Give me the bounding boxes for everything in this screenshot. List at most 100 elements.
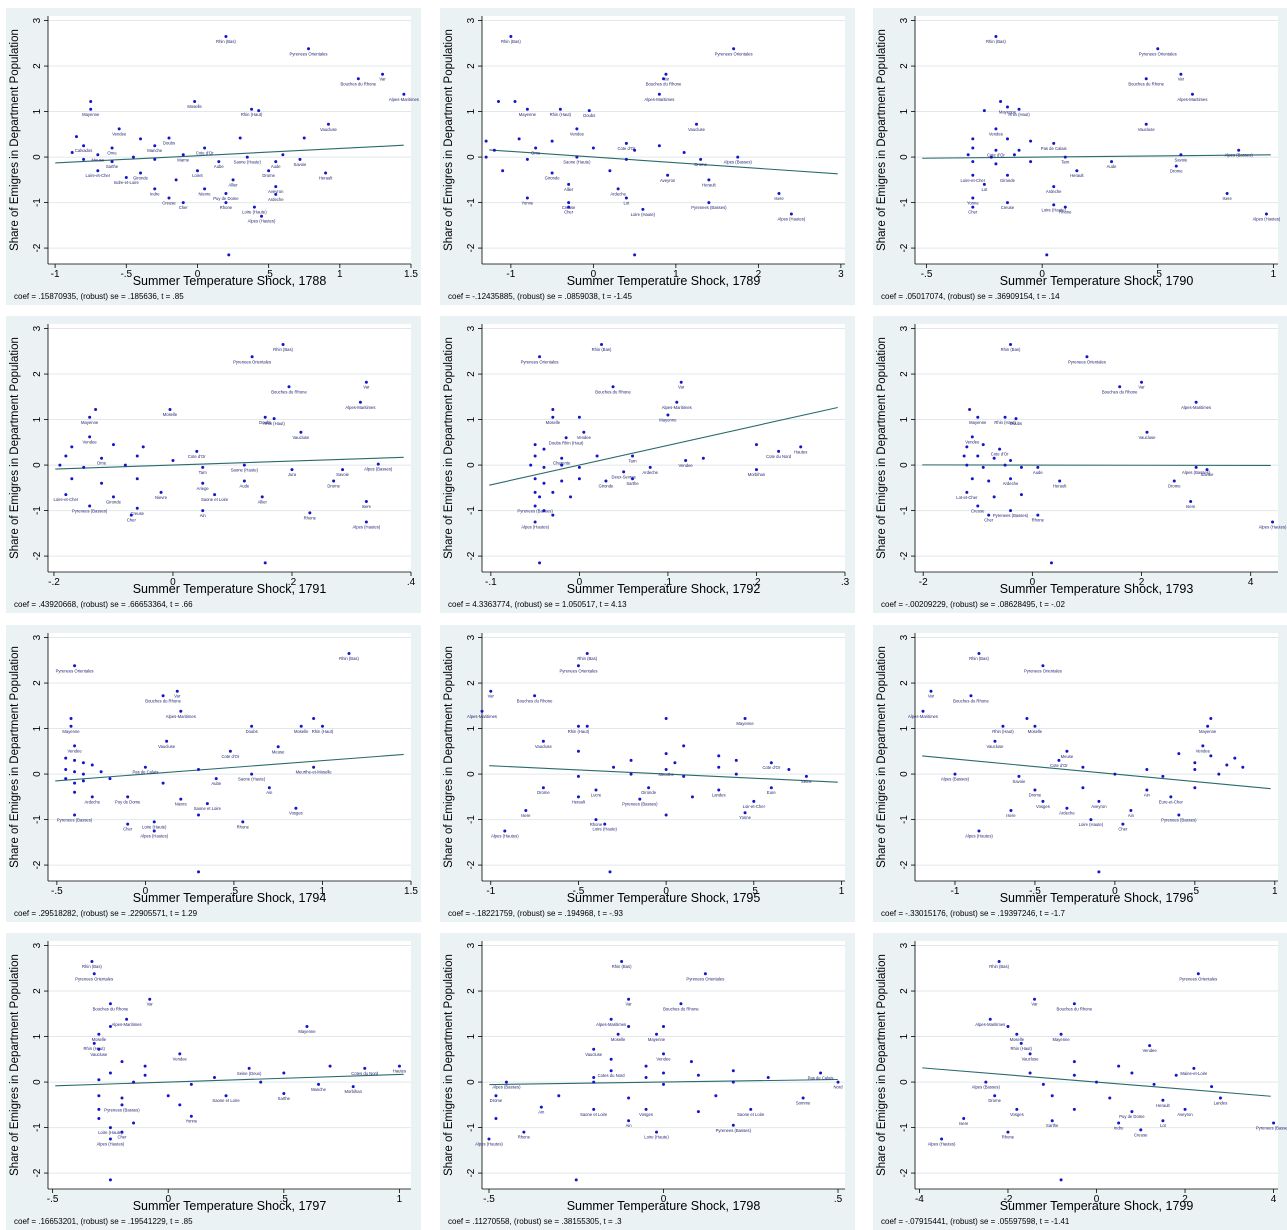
regression-note: coef = .15870935, (robust) se = .185636,… (14, 292, 184, 301)
scatter-panel: -2 -1 0 1 2 3 -.5 0 .5 1 Rhin (Bas) Pyrenees Orient… (873, 8, 1287, 305)
data-point (224, 201, 228, 205)
point-label: Aveyron (268, 189, 284, 194)
point-label: Lot (1160, 1123, 1167, 1128)
point-label: Vendee (570, 131, 585, 136)
data-point (1177, 813, 1181, 817)
x-tick-label: .2 (752, 577, 761, 588)
data-point (836, 1080, 840, 1084)
point-label: Cher (127, 518, 137, 523)
data-point (153, 157, 157, 161)
y-tick-label: 3 (899, 634, 910, 640)
point-label: Aude (1107, 164, 1117, 169)
y-tick-label: 1 (32, 108, 43, 114)
point-label: Pyrenees Orientales (75, 976, 113, 981)
point-label: Mayenne (82, 112, 100, 117)
x-tick-label: 0 (1030, 577, 1036, 588)
data-point (1169, 795, 1173, 799)
point-label: Vendee (656, 1056, 671, 1061)
point-label: Vosges (639, 1112, 653, 1117)
data-point (717, 788, 721, 792)
point-label: Lucre (591, 792, 602, 797)
y-axis-label: Share of Emigres in Department Populatio… (9, 646, 21, 868)
x-tick-label: 1 (1272, 886, 1278, 897)
data-point (159, 490, 163, 494)
data-point (604, 479, 608, 483)
data-point (550, 171, 554, 175)
point-label: Pyrenees (Basses) (72, 509, 108, 514)
data-point (1033, 997, 1037, 1001)
data-point (576, 774, 580, 778)
x-tick-label: -.5 (573, 886, 585, 897)
scatter-panel: -2 -1 0 1 2 3 -4 -2 0 2 4 Rhin (Bas) Pyrenees Orient… (873, 933, 1287, 1230)
point-label: Alpes-Maritimes (975, 1022, 1005, 1027)
data-point (731, 1069, 735, 1073)
data-point (281, 342, 285, 346)
data-point (1059, 1032, 1063, 1036)
data-point (120, 1130, 124, 1134)
data-point (381, 72, 385, 76)
scatter-chart: -2 -1 0 1 2 3 -1 -.5 0 .5 1 1.5 Rhin (Bas) Pyrenees O… (9, 16, 419, 301)
data-point (260, 214, 264, 218)
data-point (1063, 155, 1067, 159)
point-label: Cher (1118, 827, 1128, 832)
data-point (1036, 465, 1040, 469)
point-label: Manche (147, 148, 163, 153)
data-point (981, 465, 985, 469)
data-point (538, 561, 542, 565)
data-point (1009, 509, 1013, 513)
point-label: Alpes (Hautes) (353, 524, 381, 529)
point-label: Saone (Haute) (231, 468, 259, 473)
point-label: Alpes-Maritimes (166, 714, 196, 719)
point-label: Bouches du Rhone (953, 698, 989, 703)
point-label: Alpes (Basses) (972, 1085, 1001, 1090)
y-tick-label: 0 (899, 771, 910, 777)
data-point (921, 709, 925, 713)
plot-area (482, 16, 845, 264)
point-label: Rhin (Bas) (969, 656, 989, 661)
data-point (992, 495, 996, 499)
fitted-line (55, 1073, 404, 1087)
y-tick-label: -1 (899, 1123, 910, 1132)
data-point (214, 777, 218, 781)
data-point (70, 445, 74, 449)
data-point (631, 477, 635, 481)
data-point (682, 744, 686, 748)
x-tick-label: 0 (1039, 269, 1045, 280)
x-tick-label: -4 (915, 1194, 924, 1205)
point-label: Meurthe-et-Moselle (296, 770, 333, 775)
data-point (533, 477, 537, 481)
point-label: Vaucluse (535, 744, 553, 749)
data-point (644, 1076, 648, 1080)
point-label: Pyrenees (Basses) (993, 513, 1029, 518)
point-label: Doubs (246, 729, 258, 734)
x-tick-label: 1 (839, 886, 845, 897)
point-label: Cher (179, 205, 189, 210)
point-label: Ain (266, 790, 273, 795)
point-label: Loire-et-Cher (960, 178, 985, 183)
point-label: Orne (107, 150, 117, 155)
data-point (977, 651, 981, 655)
point-label: Alpes (Hautes) (778, 216, 806, 221)
point-label: Alpes-Maritimes (908, 714, 938, 719)
data-point (73, 758, 77, 762)
point-label: Nievre (155, 495, 168, 500)
point-label: Alpes-Maritimes (596, 1022, 626, 1027)
data-point (1121, 822, 1125, 826)
point-label: Isere (1186, 504, 1196, 509)
data-point (689, 1060, 693, 1064)
data-point (213, 493, 217, 497)
data-point (299, 430, 303, 434)
point-label: Mayenne (736, 721, 754, 726)
data-point (92, 972, 96, 976)
data-point (560, 463, 564, 467)
point-label: Allier (258, 499, 268, 504)
data-point (358, 400, 362, 404)
data-point (193, 100, 197, 104)
data-point (657, 144, 661, 148)
point-label: Pyrenees Orientales (715, 51, 753, 56)
data-point (616, 187, 620, 191)
point-label: Alpes (Hautes) (965, 833, 993, 838)
data-point (575, 155, 579, 159)
point-label: Gironde (545, 175, 561, 180)
data-point (179, 709, 183, 713)
